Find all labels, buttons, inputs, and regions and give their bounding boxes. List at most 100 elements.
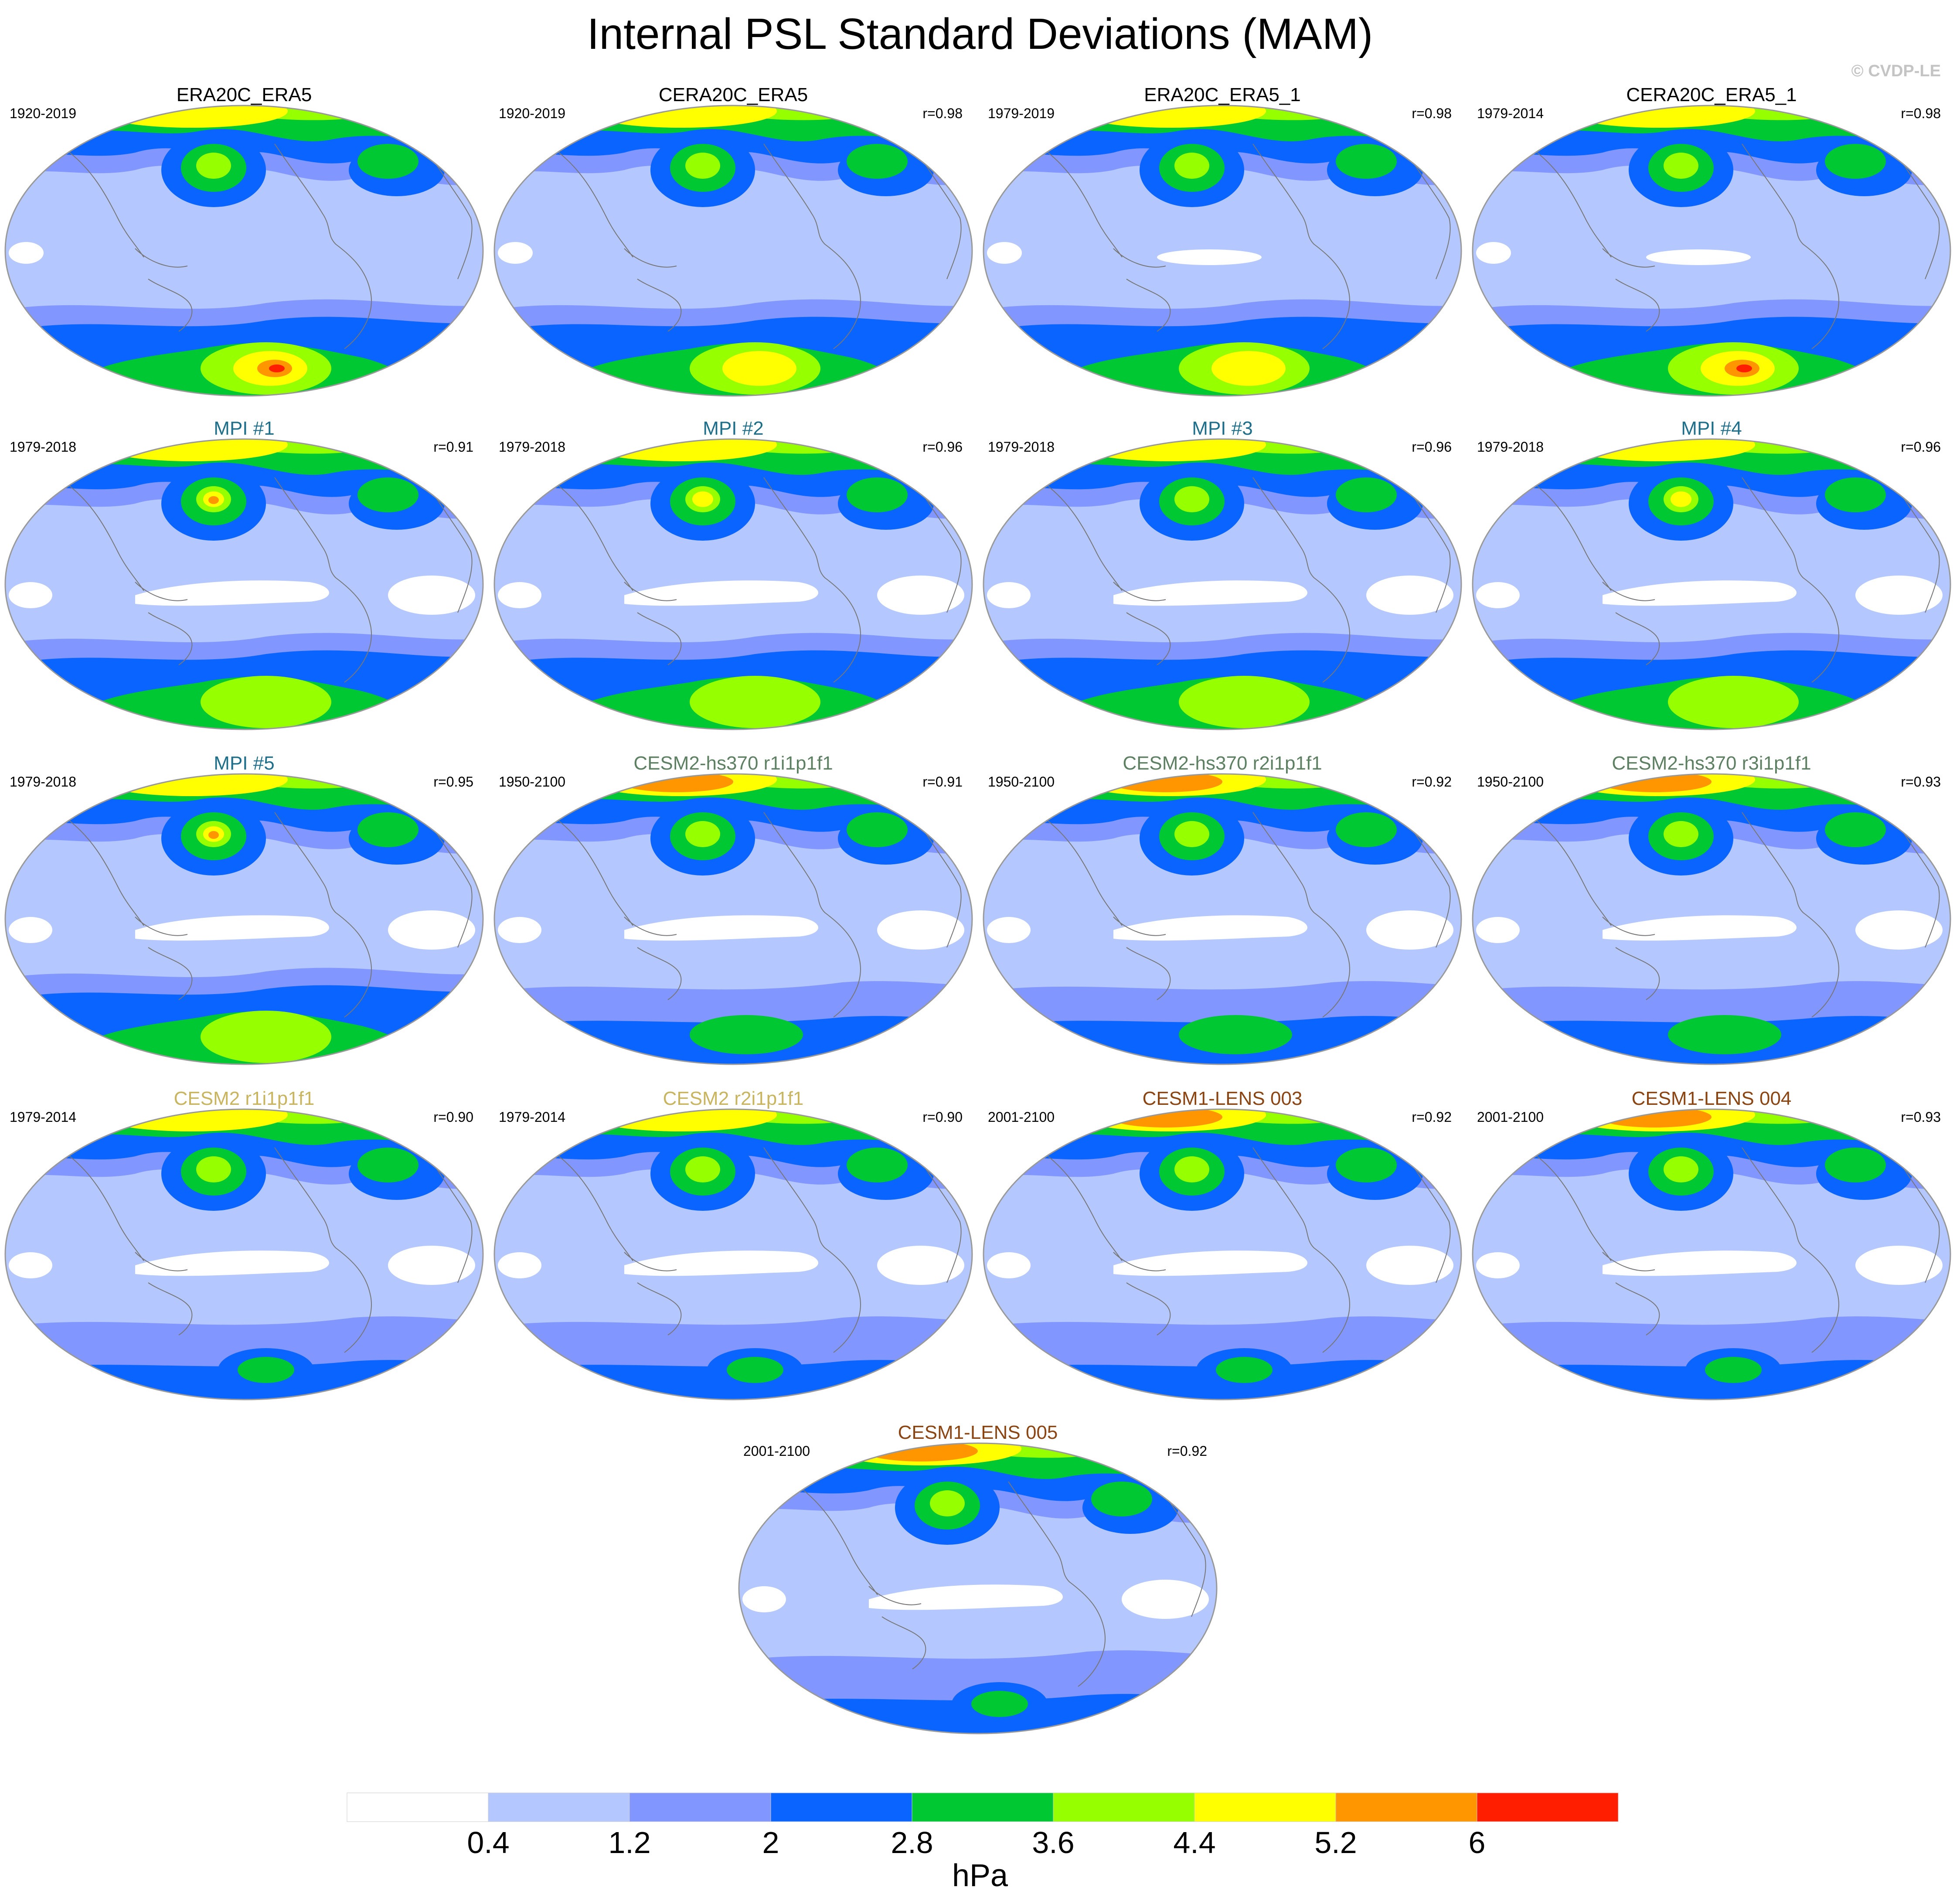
tropical-white-patch <box>1603 915 1797 941</box>
map-projection <box>4 105 484 397</box>
field-layer <box>1473 1109 1950 1400</box>
field-layer <box>494 439 972 729</box>
atlantic-green-blob <box>1336 477 1397 512</box>
map-border <box>983 1108 1462 1400</box>
map-panel: CESM2 r2i1p1f1 1979-2014 r=0.90 <box>493 1087 973 1400</box>
coastline-americas <box>1252 143 1350 349</box>
tropical-white-patch <box>1113 1250 1307 1276</box>
map-panel: CESM1-LENS 003 2001-2100 r=0.92 <box>983 1087 1462 1400</box>
tropical-white-patch <box>388 910 475 950</box>
panel-title: MPI #1 <box>214 418 275 439</box>
south-lime-core <box>1668 676 1799 728</box>
pacific-lime-core <box>1174 1156 1209 1182</box>
colorbar-swatch <box>1335 1792 1477 1822</box>
tropical-white-patch <box>987 1252 1031 1278</box>
field-layer <box>1473 774 1950 1064</box>
colorbar: 0.4 1.2 2 2.8 3.6 4.4 5.2 6 <box>347 1792 1619 1857</box>
south-green-core <box>727 1357 783 1383</box>
coastline-americas <box>1742 812 1839 1018</box>
panel-years: 2001-2100 <box>1477 1109 1544 1125</box>
tropical-white-patch <box>877 1246 964 1285</box>
south-yellow-core <box>1211 351 1286 386</box>
atlantic-green-blob <box>847 144 908 179</box>
panel-correlation: r=0.92 <box>1412 1109 1452 1125</box>
colorbar-tick-label: 6 <box>1469 1826 1486 1857</box>
map-projection <box>493 438 973 730</box>
tropical-white-patch <box>135 1250 329 1276</box>
tropical-white-patch <box>869 1584 1063 1610</box>
tropical-white-patch <box>1476 1252 1520 1278</box>
panel-correlation: r=0.93 <box>1901 1109 1941 1125</box>
map-border <box>493 1108 973 1400</box>
coastline-africa-europe <box>920 490 962 613</box>
south-red-core <box>1736 365 1752 372</box>
south-green-core <box>1179 1015 1292 1054</box>
coastline-americas <box>274 143 372 349</box>
atlantic-green-blob <box>847 1148 908 1182</box>
map-border <box>4 773 484 1065</box>
pacific-lime-core <box>1174 486 1209 512</box>
tropical-white-patch <box>624 580 818 606</box>
field-layer <box>5 106 483 396</box>
field-layer <box>494 1109 972 1400</box>
tropical-white-patch <box>1855 576 1943 615</box>
coastline-africa-europe <box>1899 490 1940 613</box>
atlantic-green-blob <box>1336 144 1397 179</box>
coastline-africa-europe <box>1899 825 1940 948</box>
map-panel: CESM2-hs370 r3i1p1f1 1950-2100 r=0.93 <box>1472 751 1951 1065</box>
map-panel: MPI #5 1979-2018 r=0.95 <box>4 751 484 1065</box>
coastline-africa-europe <box>1899 1160 1940 1283</box>
panel-years: 1979-2018 <box>499 439 566 455</box>
atlantic-green-blob <box>357 812 419 847</box>
coastline-asia-australia <box>558 1156 682 1335</box>
coastline-americas <box>1252 477 1350 683</box>
tropical-white-patch <box>1603 580 1797 606</box>
atlantic-green-blob <box>1825 1148 1886 1182</box>
field-layer <box>1473 439 1950 729</box>
panel-title: CESM2-hs370 r2i1p1f1 <box>1123 753 1322 774</box>
south-green-core <box>1705 1357 1762 1383</box>
coastline-asia-australia <box>1048 152 1171 332</box>
tropical-white-patch <box>1113 580 1307 606</box>
atlantic-green-blob <box>1091 1482 1152 1516</box>
panel-correlation: r=0.92 <box>1412 774 1452 790</box>
panel-correlation: r=0.90 <box>433 1109 473 1125</box>
map-border <box>983 438 1462 730</box>
atlantic-green-blob <box>357 1148 419 1182</box>
map-projection <box>738 1442 1218 1734</box>
map-border <box>4 105 484 397</box>
panel-correlation: r=0.98 <box>1901 106 1941 121</box>
panel-title: ERA20C_ERA5 <box>176 84 312 106</box>
atlantic-green-blob <box>1336 812 1397 847</box>
coastline-asia-australia <box>69 1156 193 1335</box>
coastline-asia-australia <box>558 152 682 332</box>
south-green-core <box>1216 1357 1273 1383</box>
pacific-lime-core <box>1664 153 1698 179</box>
map-projection <box>4 1108 484 1400</box>
tropical-white-patch <box>1366 910 1453 950</box>
coastline-americas <box>1742 477 1839 683</box>
tropical-white-patch <box>987 582 1031 608</box>
colorbar-tick-label: 1.2 <box>608 1826 650 1857</box>
pacific-lime-core <box>196 153 231 179</box>
coastline-asia-australia <box>558 486 682 665</box>
panel-title: CERA20C_ERA5 <box>658 84 808 106</box>
panel-title: MPI #3 <box>1192 418 1253 439</box>
panel-years: 1979-2018 <box>10 774 77 790</box>
field-layer <box>983 106 1461 396</box>
panel-correlation: r=0.98 <box>922 106 963 121</box>
map-panel: CERA20C_ERA5 1920-2019 r=0.98 <box>493 83 973 397</box>
map-border <box>4 438 484 730</box>
south-green-core <box>971 1691 1028 1717</box>
coastline-asia-australia <box>1048 486 1171 665</box>
coastline-asia-australia <box>1537 152 1660 332</box>
tropical-white-patch <box>624 915 818 941</box>
south-yellow-core <box>722 351 796 386</box>
colorbar-swatch <box>912 1792 1054 1822</box>
tropical-white-patch <box>9 1252 52 1278</box>
map-panel: CESM2 r1i1p1f1 1979-2014 r=0.90 <box>4 1087 484 1400</box>
south-lime-core <box>690 676 820 728</box>
panel-correlation: r=0.96 <box>1412 439 1452 455</box>
field-layer <box>983 774 1461 1064</box>
tropical-white-patch <box>1855 910 1943 950</box>
